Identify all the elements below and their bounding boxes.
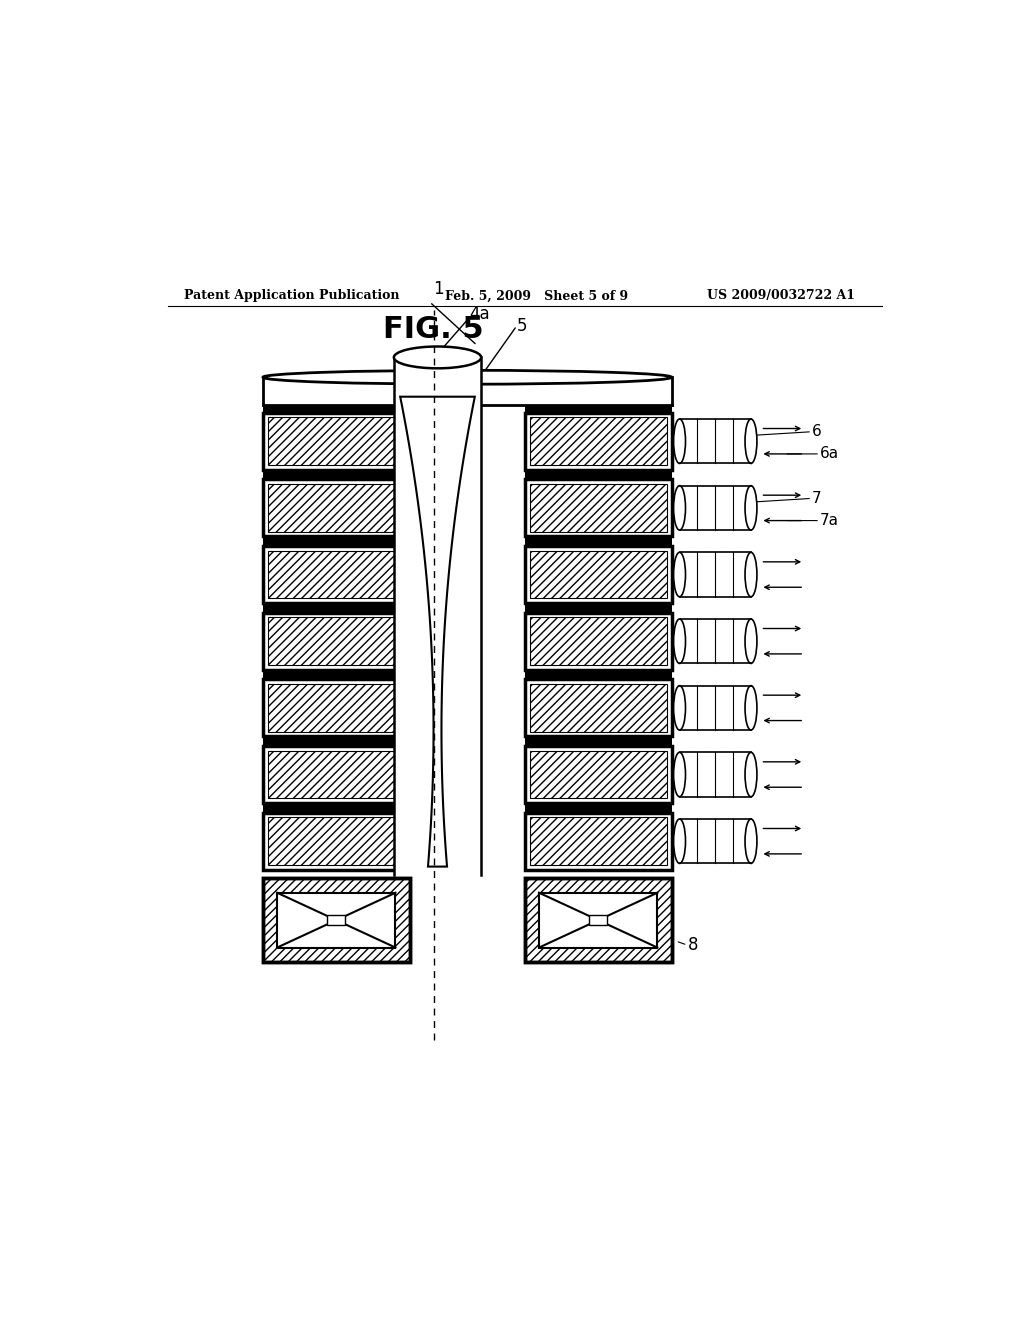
Bar [680, 752, 751, 797]
Bar [524, 813, 672, 870]
Bar [267, 417, 404, 465]
Bar [524, 405, 672, 413]
Bar [263, 546, 410, 603]
Bar [263, 746, 410, 803]
Bar [263, 413, 410, 470]
Bar [328, 915, 345, 925]
Bar [263, 813, 410, 870]
Text: 6a: 6a [820, 446, 839, 462]
Ellipse shape [745, 418, 757, 463]
Text: 5: 5 [517, 317, 527, 335]
Bar [524, 470, 672, 479]
Bar [524, 746, 672, 803]
Bar [524, 603, 672, 612]
Bar [263, 470, 410, 479]
Bar [524, 680, 672, 737]
Text: Patent Application Publication: Patent Application Publication [183, 289, 399, 302]
Bar [263, 879, 410, 962]
Bar [539, 892, 657, 948]
Ellipse shape [674, 818, 685, 863]
Bar [529, 684, 667, 731]
Bar [524, 879, 672, 962]
Bar [263, 680, 410, 737]
Ellipse shape [674, 752, 685, 797]
Bar [394, 358, 481, 875]
Text: US 2009/0032722 A1: US 2009/0032722 A1 [708, 289, 855, 302]
Bar [263, 879, 410, 962]
Text: 7a: 7a [820, 513, 839, 528]
Bar [267, 550, 404, 598]
Text: 7: 7 [812, 491, 821, 506]
Bar [524, 669, 672, 680]
Bar [278, 892, 395, 948]
Bar [524, 879, 672, 962]
Text: 4a: 4a [469, 305, 489, 323]
Ellipse shape [745, 552, 757, 597]
Bar [529, 484, 667, 532]
Bar [263, 479, 410, 536]
Ellipse shape [394, 347, 481, 368]
Bar [263, 612, 410, 669]
Bar [680, 552, 751, 597]
Bar [529, 550, 667, 598]
Bar [524, 879, 672, 962]
Ellipse shape [745, 752, 757, 797]
Bar [524, 737, 672, 746]
Bar [524, 546, 672, 603]
Bar [529, 618, 667, 665]
Bar [529, 817, 667, 865]
Text: 1: 1 [433, 280, 444, 298]
Bar [267, 618, 404, 665]
Bar [263, 603, 410, 612]
Text: Feb. 5, 2009   Sheet 5 of 9: Feb. 5, 2009 Sheet 5 of 9 [445, 289, 629, 302]
Ellipse shape [674, 418, 685, 463]
Text: 8: 8 [687, 936, 698, 954]
Bar [267, 817, 404, 865]
Polygon shape [400, 397, 475, 867]
Text: 6: 6 [812, 424, 822, 440]
Bar [680, 685, 751, 730]
Bar [524, 413, 672, 470]
Bar [267, 484, 404, 532]
Bar [524, 803, 672, 813]
Bar [524, 612, 672, 669]
Text: FIG. 5: FIG. 5 [383, 314, 484, 343]
Bar [524, 479, 672, 536]
Bar [263, 405, 410, 413]
Bar [263, 536, 410, 546]
Bar [263, 803, 410, 813]
Ellipse shape [674, 486, 685, 531]
Ellipse shape [674, 552, 685, 597]
Bar [267, 684, 404, 731]
Ellipse shape [674, 619, 685, 664]
Bar [263, 737, 410, 746]
Ellipse shape [745, 685, 757, 730]
Bar [529, 417, 667, 465]
Bar [524, 536, 672, 546]
Bar [680, 619, 751, 664]
Bar [680, 486, 751, 531]
Bar [263, 879, 410, 962]
Bar [263, 669, 410, 680]
Ellipse shape [745, 619, 757, 664]
Bar [267, 751, 404, 799]
Ellipse shape [263, 371, 672, 384]
Ellipse shape [674, 685, 685, 730]
Bar [680, 418, 751, 463]
Bar [590, 915, 607, 925]
Ellipse shape [745, 486, 757, 531]
Ellipse shape [745, 818, 757, 863]
Bar [680, 818, 751, 863]
Bar [529, 751, 667, 799]
